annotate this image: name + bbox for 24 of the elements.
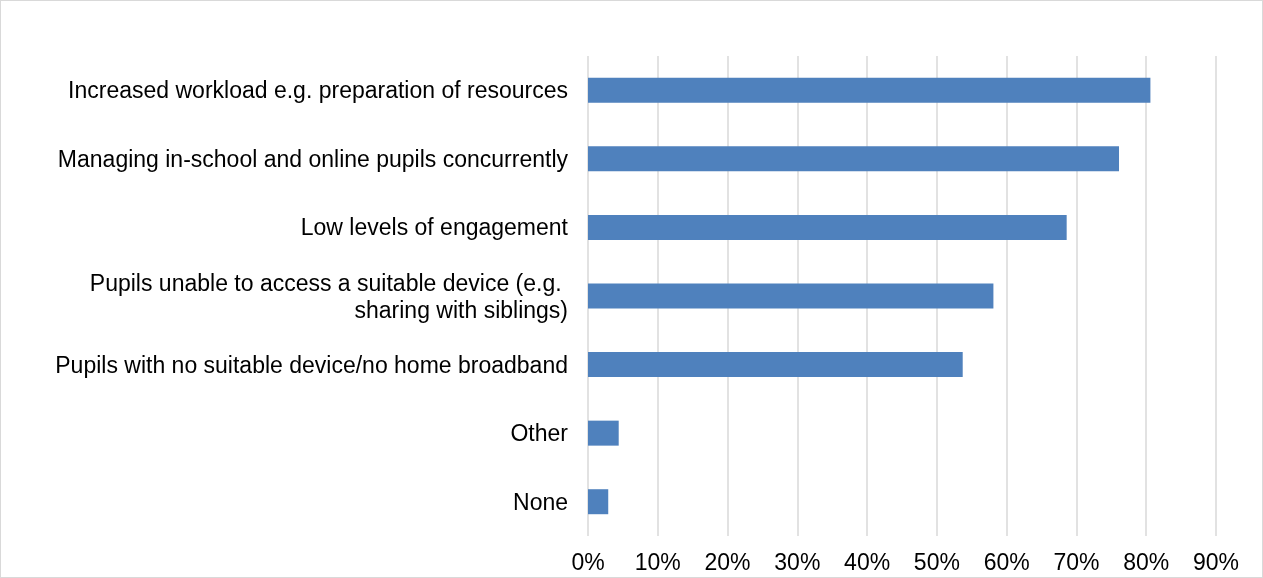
bar — [588, 352, 963, 378]
y-tick-label: Managing in-school and online pupils concurrently — [57, 145, 569, 172]
bar — [588, 77, 1151, 103]
y-tick-label: Pupils with no suitable device/no home broadband — [55, 351, 568, 378]
x-tick-label: 50% — [913, 548, 960, 575]
bar — [588, 146, 1120, 172]
x-tick-label: 40% — [844, 548, 891, 575]
x-tick-label: 90% — [1192, 548, 1240, 575]
y-tick-label: Other — [510, 420, 569, 447]
y-tick-label: Increased workload e.g. preparation of resources — [68, 77, 568, 104]
y-tick-label: None — [513, 488, 568, 515]
x-tick-label: 60% — [983, 548, 1030, 575]
x-tick-label: 30% — [774, 548, 821, 575]
bar — [588, 214, 1067, 240]
x-tick-label: 10% — [634, 548, 681, 575]
x-tick-label: 20% — [704, 548, 751, 575]
bar — [588, 489, 609, 515]
bar — [588, 420, 619, 446]
x-tick-label: 70% — [1053, 548, 1100, 575]
x-tick-label: 80% — [1123, 548, 1170, 575]
y-tick-label: Pupils unable to access a suitable device (e.g. sharing with siblings) — [89, 269, 568, 323]
bar — [588, 283, 994, 309]
x-tick-label: 0% — [571, 548, 605, 575]
y-tick-label: Low levels of engagement — [300, 214, 569, 241]
